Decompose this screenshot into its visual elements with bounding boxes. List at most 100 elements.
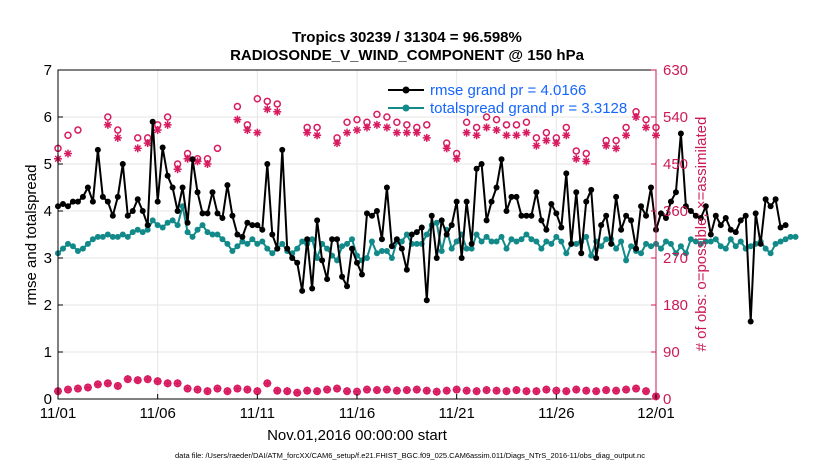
obs-assimilated-point	[273, 386, 282, 395]
totalspread-point	[792, 233, 799, 240]
obs-assimilated-point	[173, 379, 182, 388]
obs-assimilated-point	[582, 157, 591, 166]
obs-assimilated-point	[203, 387, 212, 396]
obs-possible-point	[74, 126, 82, 134]
totalspread-point	[423, 231, 430, 238]
totalspread-point	[712, 236, 719, 243]
y-left-tick-label: 0	[44, 391, 52, 408]
obs-possible-point	[522, 118, 531, 126]
legend-spread-marker	[402, 104, 410, 112]
obs-assimilated-point	[422, 133, 431, 142]
obs-assimilated-stroke	[254, 387, 261, 395]
rmse-point	[503, 208, 510, 214]
totalspread-point	[214, 231, 221, 238]
rmse-point	[538, 217, 545, 224]
totalspread-point	[483, 233, 490, 240]
rmse-point	[692, 212, 699, 219]
x-tick-label: 11/16	[339, 405, 375, 422]
totalspread-point	[149, 217, 156, 224]
obs-assimilated-point	[153, 377, 162, 386]
obs-assimilated-point	[492, 126, 501, 135]
rmse-point	[94, 146, 101, 153]
rmse-series	[55, 118, 789, 325]
obs-possible-point	[532, 134, 541, 142]
rmse-point	[742, 212, 749, 219]
rmse-point	[548, 200, 555, 207]
y-right-tick-label: 270	[663, 250, 688, 267]
rmse-point	[139, 208, 146, 214]
totalspread-point	[279, 240, 286, 247]
y-left-tick-label: 4	[44, 203, 52, 220]
obs-assimilated-stroke	[632, 385, 640, 392]
rmse-point	[483, 217, 490, 224]
obs-assimilated-point	[372, 386, 381, 395]
obs-assimilated-point	[642, 123, 651, 132]
y-left-tick-label: 2	[44, 297, 52, 314]
totalspread-point	[523, 231, 530, 238]
rmse-point	[423, 297, 430, 304]
rmse-point	[154, 198, 161, 205]
totalspread-point	[129, 229, 136, 236]
obs-assimilated-stroke	[453, 155, 460, 163]
obs-possible-point	[133, 134, 142, 142]
totalspread-point	[468, 245, 475, 252]
totalspread-point	[344, 240, 351, 247]
obs-assimilated-point	[602, 386, 611, 395]
rmse-point	[149, 118, 156, 125]
rmse-point	[334, 236, 341, 243]
totalspread-point	[124, 233, 131, 240]
obs-assimilated-stroke	[224, 387, 231, 395]
rmse-point	[628, 217, 635, 224]
totalspread-point	[69, 243, 76, 250]
rmse-point	[418, 224, 425, 231]
totalspread-point	[513, 238, 520, 245]
rmse-point	[543, 226, 550, 233]
obs-assimilated-stroke	[323, 386, 331, 393]
rmse-point	[79, 193, 86, 200]
rmse-point	[677, 130, 684, 137]
obs-assimilated-stroke	[263, 105, 271, 113]
obs-assimilated-stroke	[174, 165, 181, 173]
rmse-point	[458, 255, 465, 261]
rmse-point	[662, 215, 669, 222]
rmse-point	[393, 236, 400, 243]
x-axis-label: Nov.01,2016 00:00:00 start	[267, 427, 448, 444]
obs-assimilated-stroke	[403, 386, 411, 394]
rmse-point	[413, 229, 420, 236]
obs-assimilated-point	[303, 128, 312, 137]
totalspread-point	[687, 236, 694, 243]
rmse-point	[314, 217, 321, 224]
obs-assimilated-stroke	[254, 129, 261, 136]
obs-assimilated-point	[63, 149, 72, 158]
obs-assimilated-stroke	[513, 386, 520, 394]
totalspread-point	[707, 238, 714, 245]
totalspread-point	[648, 243, 655, 250]
obs-assimilated-stroke	[303, 129, 311, 136]
obs-assimilated-point	[93, 380, 102, 389]
obs-assimilated-stroke	[144, 375, 152, 383]
obs-possible-point	[562, 123, 571, 132]
rmse-point	[388, 243, 395, 250]
rmse-point	[174, 208, 181, 214]
rmse-point	[762, 196, 769, 203]
obs-assimilated-point	[472, 387, 481, 396]
obs-assimilated-point	[213, 384, 222, 393]
obs-possible-point	[612, 136, 620, 145]
obs-assimilated-stroke	[214, 385, 221, 392]
totalspread-point	[294, 245, 301, 252]
legend-rmse-label: rmse grand pr = 4.0166	[430, 82, 586, 99]
totalspread-point	[154, 222, 161, 229]
obs-assimilated-stroke	[493, 387, 500, 394]
obs-assimilated-point	[572, 385, 581, 394]
totalspread-point	[249, 236, 256, 243]
totalspread-point	[702, 238, 709, 245]
y-left-tick-label: 3	[44, 250, 52, 267]
totalspread-point	[498, 233, 505, 240]
obs-assimilated-point	[153, 126, 162, 135]
totalspread-point	[463, 245, 470, 252]
obs-assimilated-point	[442, 144, 451, 153]
rmse-point	[354, 259, 360, 266]
obs-assimilated-stroke	[164, 121, 171, 129]
totalspread-point	[109, 233, 116, 240]
totalspread-point	[438, 247, 445, 254]
